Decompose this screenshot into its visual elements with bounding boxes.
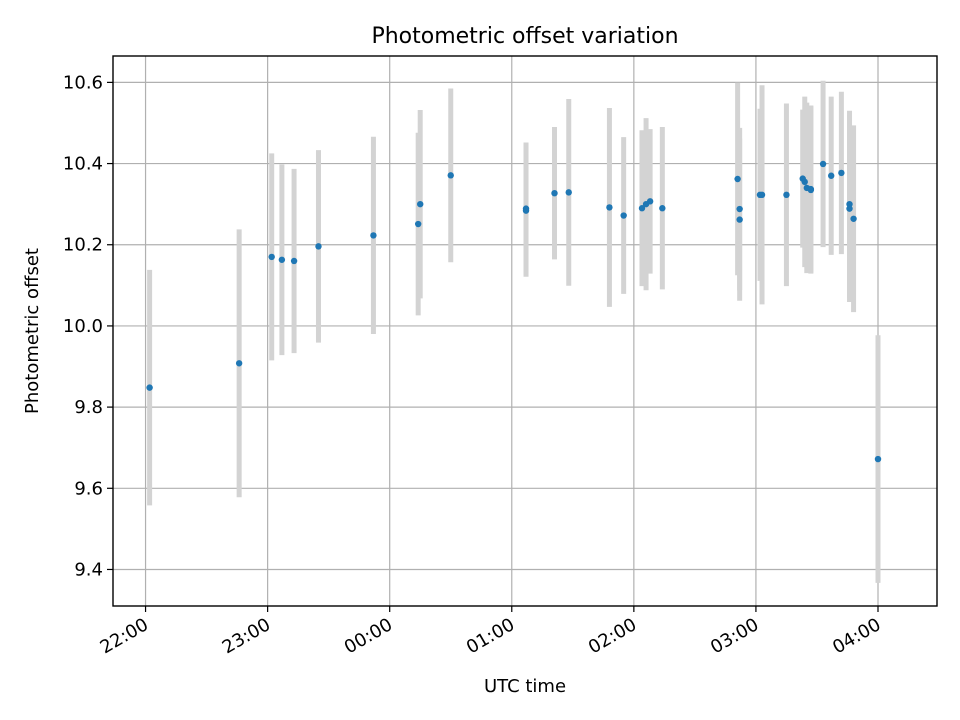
data-point: [734, 175, 741, 183]
plot-frame: [112, 55, 938, 607]
data-point: [638, 205, 646, 212]
x-axis-label: UTC time: [484, 676, 566, 697]
data-point: [235, 360, 243, 367]
data-point: [758, 191, 766, 199]
y-tick-label: 9.8: [74, 397, 103, 418]
data-point: [736, 216, 743, 223]
data-point: [606, 204, 613, 211]
data-point: [807, 186, 815, 194]
data-point: [565, 189, 572, 196]
data-point: [290, 257, 298, 265]
data-point: [414, 220, 422, 228]
data-point: [278, 256, 286, 263]
y-tick-label: 10.0: [63, 316, 103, 337]
data-point: [846, 200, 853, 208]
data-point: [828, 172, 835, 179]
y-axis-ticks: 9.4 9.6 9.8 10.0 10.2 10.4 10.6: [63, 72, 113, 580]
data-point: [447, 172, 454, 179]
data-point: [417, 200, 424, 208]
data-point: [659, 205, 666, 212]
chart-title: Photometric offset variation: [371, 24, 678, 49]
data-point: [268, 253, 275, 261]
data-point: [783, 191, 790, 199]
y-tick-label: 9.6: [74, 478, 103, 499]
data-points: [146, 160, 882, 463]
data-point: [522, 205, 530, 212]
data-point: [874, 455, 882, 463]
data-point: [646, 198, 654, 205]
data-point: [551, 189, 558, 197]
y-axis-label: Photometric offset: [22, 248, 43, 414]
data-point: [838, 169, 845, 177]
y-tick-label: 10.6: [63, 72, 103, 93]
data-point: [146, 384, 153, 391]
data-point: [370, 232, 377, 239]
data-point: [846, 205, 853, 212]
data-point: [801, 178, 808, 186]
data-point: [620, 212, 627, 219]
data-point: [850, 215, 857, 222]
data-point: [819, 160, 827, 168]
data-point: [736, 205, 743, 213]
y-tick-label: 10.2: [63, 235, 103, 256]
y-tick-label: 10.4: [63, 154, 103, 175]
y-tick-label: 9.4: [74, 559, 103, 580]
data-point: [315, 243, 322, 250]
